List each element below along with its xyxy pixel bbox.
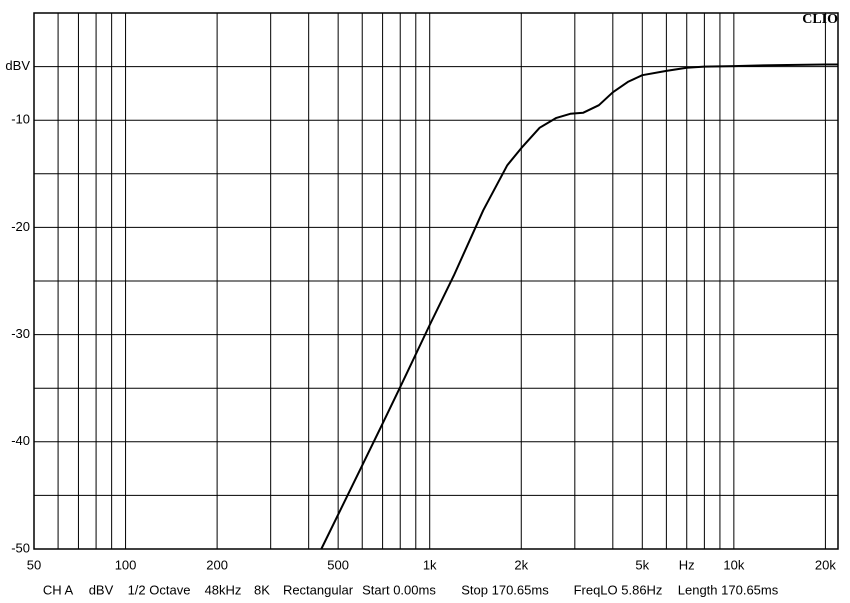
- y-tick-label: -10: [11, 112, 30, 127]
- footer-text: 8K: [254, 582, 270, 597]
- response-curve: [320, 63, 838, 550]
- brand-label: CLIO: [802, 12, 838, 27]
- x-tick-label: 200: [206, 557, 228, 572]
- y-tick-label: -40: [11, 433, 30, 448]
- y-tick-label: -50: [11, 540, 30, 555]
- footer-text: 48kHz: [205, 582, 242, 597]
- footer-text: 1/2 Octave: [128, 582, 191, 597]
- x-tick-label: 100: [115, 557, 137, 572]
- footer-text: CH A: [43, 582, 74, 597]
- plot-frame: [33, 12, 839, 550]
- x-tick-label: Hz: [679, 557, 695, 572]
- footer-text: dBV: [89, 582, 114, 597]
- x-tick-label: 20k: [815, 557, 836, 572]
- x-tick-label: 50: [27, 557, 41, 572]
- footer-text: Start 0.00ms: [362, 582, 436, 597]
- footer-text: Stop 170.65ms: [461, 582, 549, 597]
- y-tick-label: dBV: [5, 58, 30, 73]
- x-tick-label: 500: [327, 557, 349, 572]
- y-tick-label: -30: [11, 326, 30, 341]
- footer-text: Length 170.65ms: [678, 582, 779, 597]
- footer-text: FreqLO 5.86Hz: [574, 582, 663, 597]
- x-tick-label: 10k: [723, 557, 744, 572]
- x-tick-label: 1k: [423, 557, 437, 572]
- x-tick-label: 2k: [514, 557, 528, 572]
- y-tick-label: -20: [11, 219, 30, 234]
- x-tick-label: 5k: [635, 557, 649, 572]
- footer-text: Rectangular: [283, 582, 354, 597]
